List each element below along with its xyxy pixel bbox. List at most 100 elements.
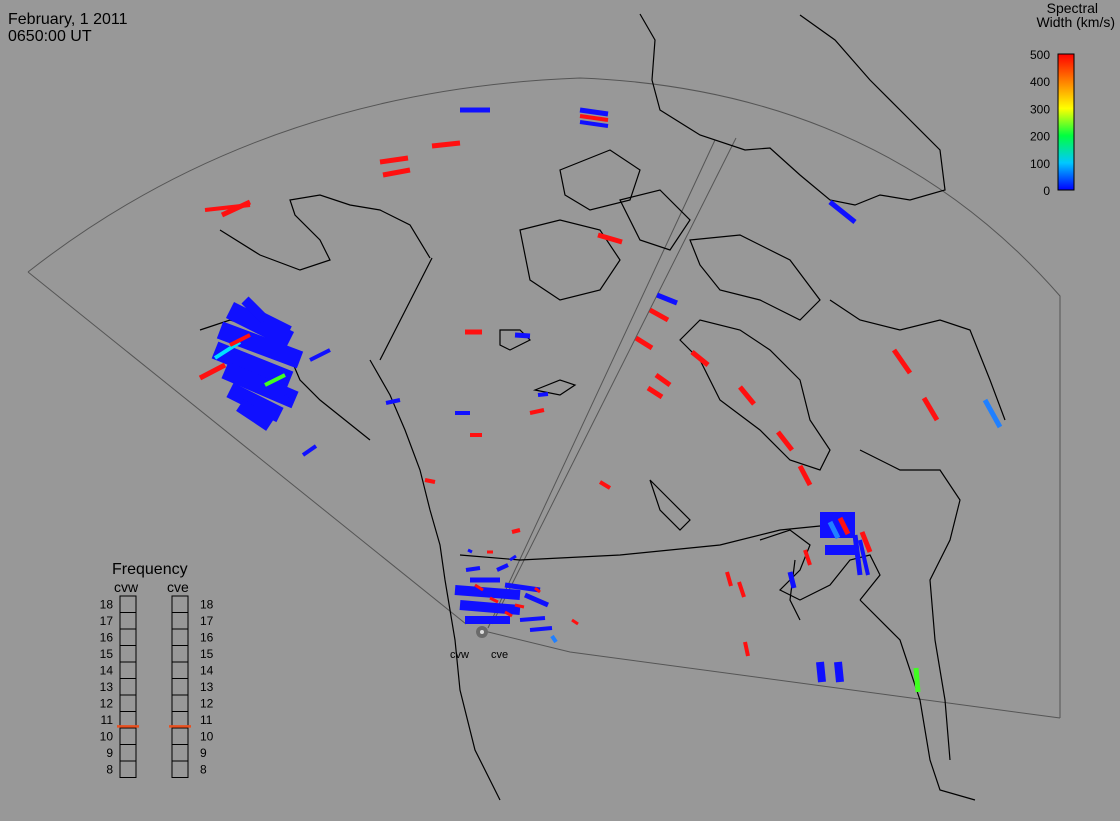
- scatter-segment: [646, 385, 664, 400]
- date-label: February, 1 2011: [8, 11, 128, 28]
- scatter-segment: [301, 444, 318, 457]
- scatter-segment: [524, 592, 549, 608]
- scatter-segment: [571, 618, 579, 626]
- lake-michigan: [789, 559, 801, 621]
- colorbar-tick-label: 300: [1030, 102, 1050, 116]
- radar-site-marker-inner: [480, 630, 484, 634]
- time-label: 0650:00 UT: [8, 28, 92, 45]
- frequency-scale-label-right: 15: [200, 647, 214, 661]
- colorbar-tick-label: 0: [1043, 184, 1050, 198]
- frequency-scale-label-right: 16: [200, 630, 214, 644]
- greenland-coast: [639, 13, 946, 206]
- scatter-segment: [229, 333, 251, 347]
- scatter-segment: [385, 398, 401, 405]
- scatter-segment: [776, 430, 794, 452]
- us-gulf-coast: [859, 599, 976, 801]
- frequency-scale-label-left: 14: [100, 663, 114, 677]
- scatter-segment: [309, 348, 331, 362]
- frequency-cell: [119, 678, 137, 696]
- frequency-radar-cve: cve: [167, 579, 189, 595]
- frequency-scale-label-left: 18: [100, 597, 114, 611]
- arctic-islands-2: [559, 149, 641, 211]
- frequency-scale-label-left: 13: [100, 680, 114, 694]
- arctic-islands-1: [519, 219, 621, 301]
- scatter-segment: [803, 549, 812, 566]
- scatter-segment: [226, 382, 284, 423]
- lake-winnipeg: [649, 479, 691, 531]
- hudson-bay: [679, 319, 831, 471]
- scatter-segment: [382, 167, 411, 178]
- colorbar-title-line2: Width (km/s): [1036, 14, 1115, 30]
- scatter-segment: [489, 596, 499, 604]
- canada-west-coast: [369, 359, 501, 801]
- scatter-segment: [519, 616, 546, 622]
- frequency-scale-label-right: 18: [200, 597, 214, 611]
- frequency-cell: [171, 645, 189, 663]
- scatter-segment: [279, 390, 296, 402]
- scatter-segment: [816, 661, 826, 683]
- frequency-scale-label-right: 8: [200, 762, 207, 776]
- frequency-cell: [171, 612, 189, 630]
- frequency-cell: [119, 612, 137, 630]
- scatter-segment: [648, 307, 670, 323]
- scatter-segment: [211, 341, 294, 389]
- colorbar-title-line1: Spectral: [1047, 0, 1098, 16]
- colorbar-tick-label: 100: [1030, 157, 1050, 171]
- scatter-segment: [579, 114, 609, 122]
- frequency-scale-label-left: 8: [106, 762, 113, 776]
- scatter-segment: [431, 140, 461, 149]
- scatter-segment: [514, 332, 531, 339]
- frequency-cell: [119, 760, 137, 778]
- frequency-cell: [119, 727, 137, 745]
- frequency-scale-label-left: 11: [101, 713, 114, 727]
- scatter-segment: [236, 399, 274, 431]
- fov-beam-boundary-1: [491, 137, 737, 625]
- frequency-scale-label-left: 17: [100, 614, 114, 628]
- scatter-segment: [837, 516, 851, 536]
- scatter-segment: [852, 534, 863, 576]
- colorbar-tick-label: 200: [1030, 130, 1050, 144]
- frequency-scale-label-right: 9: [200, 746, 207, 760]
- scatter-segment: [529, 408, 545, 415]
- frequency-scale-label-left: 15: [100, 647, 114, 661]
- scatter-segment: [221, 361, 299, 409]
- scatter-segment: [225, 301, 295, 349]
- frequency-cell: [119, 661, 137, 679]
- frequency-scale-label-left: 10: [100, 729, 114, 743]
- scatter-segment: [598, 480, 612, 490]
- scatter-segment: [258, 311, 292, 334]
- frequency-cell: [171, 595, 189, 613]
- scatter-segment: [550, 634, 558, 644]
- scatter-layer: [198, 107, 1003, 693]
- colorbar-ticks: 500 400 300 200 100 0: [1030, 48, 1050, 198]
- frequency-panel: Frequency cvw cve 18 18 17 17 16 16 15 15 14 14 13…: [100, 561, 214, 778]
- scatter-segment: [597, 232, 623, 245]
- fov-outer-arc: [27, 77, 1061, 718]
- fov-west-edge: [27, 271, 467, 625]
- alaska-coast: [219, 194, 431, 271]
- scatter-segment: [858, 539, 870, 576]
- great-lakes: [759, 529, 881, 601]
- frequency-cell: [171, 744, 189, 762]
- great-slave-lake: [532, 379, 577, 396]
- frequency-title: Frequency: [112, 561, 188, 578]
- frequency-scale-label-left: 16: [100, 630, 114, 644]
- colorbar-tick-label: 500: [1030, 48, 1050, 62]
- coastlines: [199, 13, 1006, 801]
- scatter-segment: [725, 571, 733, 587]
- quebec-coast: [859, 449, 961, 761]
- scatter-segment: [921, 396, 940, 422]
- frequency-scale-label-right: 14: [200, 663, 214, 677]
- scatter-segment: [529, 626, 553, 632]
- great-bear-lake: [499, 329, 532, 351]
- frequency-scale-label-left: 12: [100, 696, 114, 710]
- frequency-cell: [171, 628, 189, 646]
- frequency-cell: [171, 727, 189, 745]
- baffin-island: [689, 234, 821, 321]
- labrador-coast: [829, 299, 1006, 421]
- scatter-segment: [634, 335, 654, 351]
- scatter-segment: [828, 200, 857, 224]
- frequency-scale-label-right: 13: [200, 680, 214, 694]
- scatter-segment: [220, 199, 252, 218]
